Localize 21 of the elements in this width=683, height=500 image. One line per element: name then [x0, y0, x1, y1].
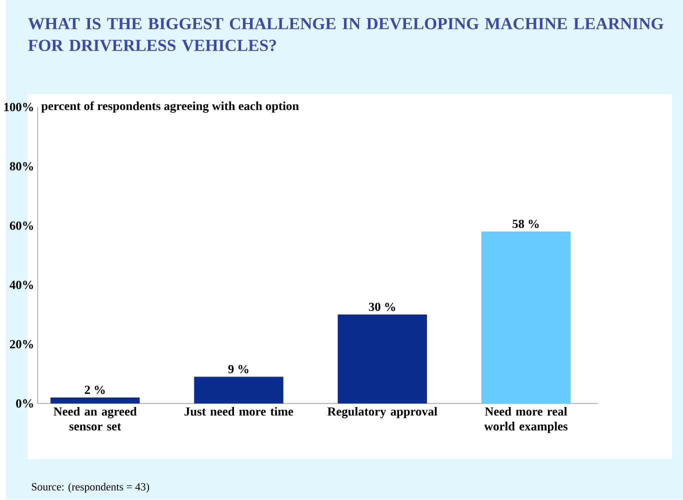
data-label: 2 %: [84, 386, 105, 394]
y-tick-label: 0%: [16, 399, 34, 408]
y-tick-label: 80%: [10, 162, 33, 171]
x-tick-label: Need an agreed sensor set: [54, 407, 137, 431]
chart-title: WHAT IS THE BIGGEST CHALLENGE IN DEVELOPING MACHINE LEARNING FOR DRIVERLESS VEHICLES?: [28, 18, 664, 52]
data-label: 58 %: [512, 220, 539, 228]
y-axis-title: percent of respondents agreeing with each option: [41, 102, 299, 113]
bar: [338, 314, 427, 404]
x-tick-label: Need more real world examples: [484, 407, 568, 434]
y-tick-label: 60%: [10, 222, 33, 230]
bar: [194, 376, 284, 404]
y-tick-label: 100%: [4, 103, 34, 112]
data-label: 30 %: [368, 302, 396, 312]
source-note: Source: (respondents = 43): [32, 483, 150, 493]
bar: [50, 398, 140, 404]
y-tick-label: 40%: [10, 280, 33, 290]
y-tick-label: 20%: [10, 340, 33, 349]
bar: [481, 232, 571, 404]
x-tick-label: Just need more time: [184, 407, 294, 416]
x-tick-label: Regulatory approval: [327, 407, 438, 418]
data-label: 9 %: [228, 365, 248, 374]
